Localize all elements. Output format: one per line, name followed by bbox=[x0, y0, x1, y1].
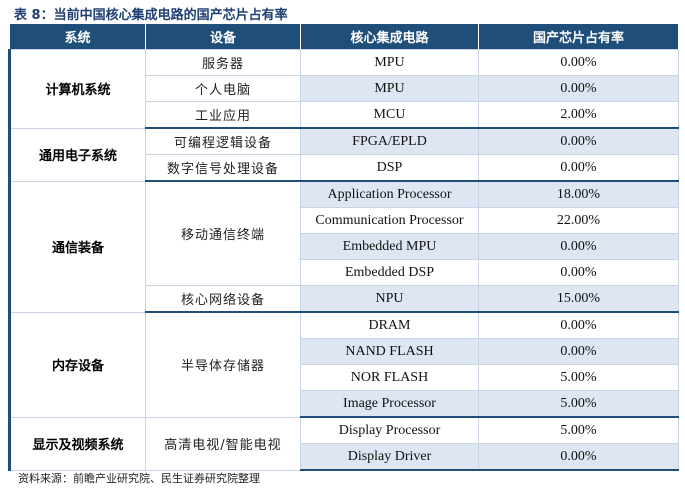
table-body: 计算机系统 服务器 MPU 0.00% 个人电脑 MPU 0.00% 工业应用 MCU 2.00%… bbox=[8, 49, 679, 471]
chip-cell: Application Processor bbox=[300, 180, 479, 208]
chip-cell: NPU bbox=[300, 285, 479, 313]
table-row: 核心网络设备 NPU 15.00% bbox=[10, 285, 679, 313]
table-row: Embedded DSP 0.00% bbox=[10, 259, 679, 286]
device-cell: 服务器 bbox=[145, 49, 301, 76]
chip-cell: MPU bbox=[300, 75, 479, 102]
table-row: NAND FLASH 0.00% bbox=[10, 338, 679, 365]
device-cell: 工业应用 bbox=[145, 101, 301, 129]
share-cell: 0.00% bbox=[478, 127, 679, 155]
share-cell: 5.00% bbox=[478, 416, 679, 444]
share-cell: 15.00% bbox=[478, 285, 679, 313]
table-row: 个人电脑 MPU 0.00% bbox=[10, 75, 679, 102]
chip-cell: FPGA/EPLD bbox=[300, 127, 479, 155]
table-row: 通用电子系统 可编程逻辑设备 FPGA/EPLD 0.00% bbox=[8, 127, 679, 182]
share-cell: 0.00% bbox=[478, 259, 679, 286]
chip-cell: NAND FLASH bbox=[300, 338, 479, 365]
chip-cell: DSP bbox=[300, 154, 479, 182]
device-cell: 高清电视/智能电视 bbox=[145, 416, 301, 471]
chip-share-table: 系统 设备 核心集成电路 国产芯片占有率 计算机系统 服务器 MPU 0.00% 个人电… bbox=[8, 24, 679, 471]
device-cell: 移动通信终端 bbox=[145, 180, 301, 286]
share-cell: 5.00% bbox=[478, 364, 679, 391]
system-cell: 内存设备 bbox=[8, 311, 146, 418]
share-cell: 0.00% bbox=[478, 154, 679, 182]
share-cell: 0.00% bbox=[478, 49, 679, 76]
system-cell: 通用电子系统 bbox=[8, 127, 146, 182]
table-row: 内存设备 半导体存储器 DRAM 0.00% bbox=[8, 311, 679, 418]
chip-cell: Display Processor bbox=[300, 416, 479, 444]
table-row: Communication Processor 22.00% bbox=[10, 207, 679, 234]
table-row: NOR FLASH 5.00% bbox=[10, 364, 679, 391]
share-cell: 0.00% bbox=[478, 75, 679, 102]
header-system: 系统 bbox=[9, 24, 146, 50]
header-chip: 核心集成电路 bbox=[300, 24, 479, 50]
device-cell: 数字信号处理设备 bbox=[145, 154, 301, 182]
header-row: 系统 设备 核心集成电路 国产芯片占有率 bbox=[9, 24, 679, 50]
header-device: 设备 bbox=[145, 24, 301, 50]
share-cell: 18.00% bbox=[478, 180, 679, 208]
chip-cell: Embedded DSP bbox=[300, 259, 479, 286]
table-row: Image Processor 5.00% bbox=[10, 390, 679, 418]
system-cell: 计算机系统 bbox=[8, 49, 146, 129]
share-cell: 0.00% bbox=[478, 233, 679, 260]
system-cell: 显示及视频系统 bbox=[8, 416, 146, 471]
share-cell: 0.00% bbox=[478, 311, 679, 339]
chip-cell: Embedded MPU bbox=[300, 233, 479, 260]
device-cell: 可编程逻辑设备 bbox=[145, 127, 301, 155]
table-row: 通信装备 移动通信终端 Application Processor 18.00% bbox=[8, 180, 679, 313]
chip-cell: MCU bbox=[300, 101, 479, 129]
table-row: 数字信号处理设备 DSP 0.00% bbox=[10, 154, 679, 182]
chip-cell: Communication Processor bbox=[300, 207, 479, 234]
table-title: 表 8：当前中国核心集成电路的国产芯片占有率 bbox=[14, 8, 288, 23]
share-cell: 0.00% bbox=[478, 338, 679, 365]
table-row: Display Driver 0.00% bbox=[10, 443, 679, 471]
device-cell: 个人电脑 bbox=[145, 75, 301, 102]
source-note: 资料来源：前瞻产业研究院、民生证券研究院整理 bbox=[18, 472, 260, 485]
share-cell: 0.00% bbox=[478, 443, 679, 471]
chip-cell: Image Processor bbox=[300, 390, 479, 418]
device-cell: 核心网络设备 bbox=[145, 285, 301, 313]
system-cell: 通信装备 bbox=[8, 180, 146, 313]
table-row: 计算机系统 服务器 MPU 0.00% bbox=[8, 49, 679, 129]
table-row: 工业应用 MCU 2.00% bbox=[10, 101, 679, 129]
table-row: 显示及视频系统 高清电视/智能电视 Display Processor 5.00% bbox=[8, 416, 679, 471]
chip-cell: Display Driver bbox=[300, 443, 479, 471]
share-cell: 22.00% bbox=[478, 207, 679, 234]
header-share: 国产芯片占有率 bbox=[478, 24, 679, 50]
share-cell: 5.00% bbox=[478, 390, 679, 418]
share-cell: 2.00% bbox=[478, 101, 679, 129]
chip-cell: NOR FLASH bbox=[300, 364, 479, 391]
chip-cell: DRAM bbox=[300, 311, 479, 339]
device-cell: 半导体存储器 bbox=[145, 311, 301, 418]
chip-cell: MPU bbox=[300, 49, 479, 76]
table-row: Embedded MPU 0.00% bbox=[10, 233, 679, 260]
